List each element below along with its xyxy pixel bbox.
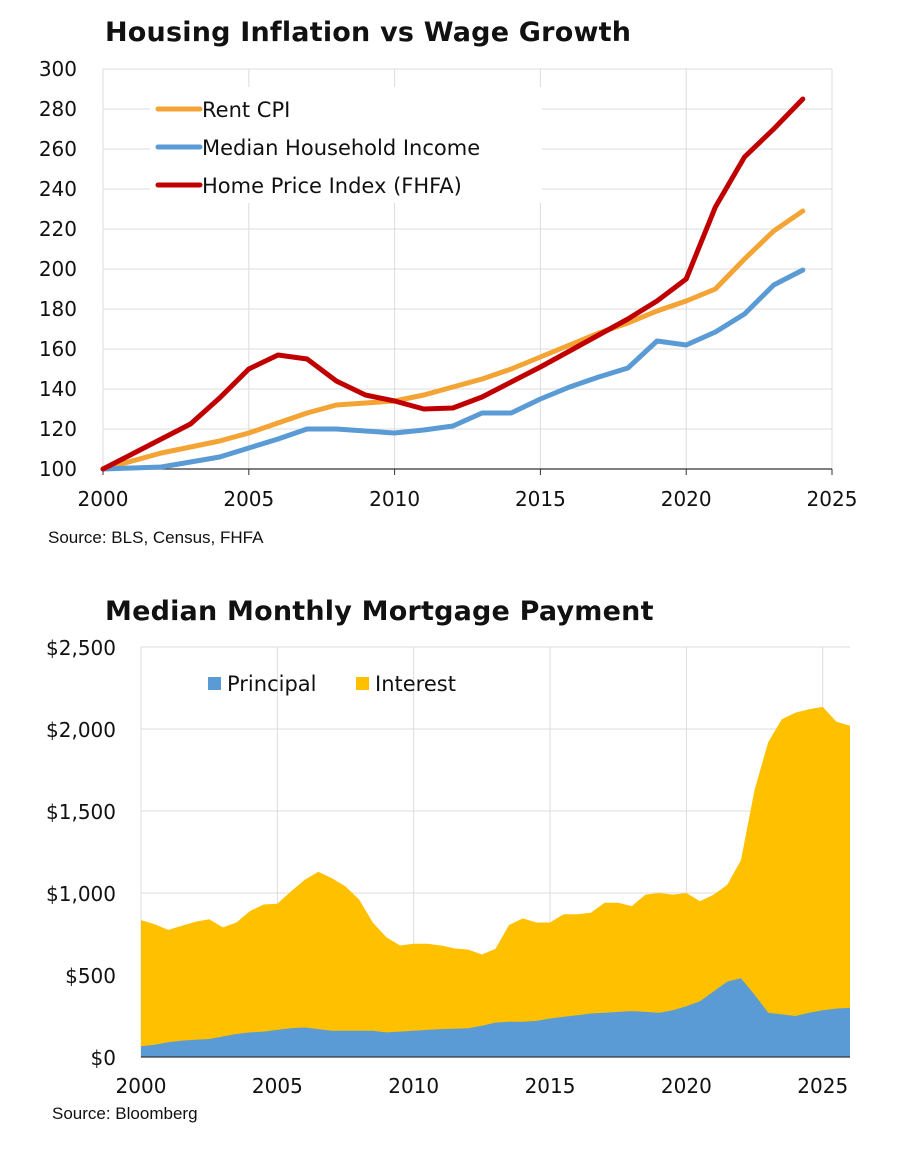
chart1-y-tick-label: 100 [39, 457, 77, 481]
chart2-tick-labels: $0 $500 $1,000 $1,500 $2,000 $2,500 2000 2005 20… [46, 636, 848, 1098]
chart1-x-tick-label: 2015 [515, 487, 566, 511]
chart2-x-tick-label: 2025 [797, 1074, 848, 1098]
chart2-x-tick-label: 2015 [525, 1074, 576, 1098]
chart1-y-tick-label: 240 [39, 177, 77, 201]
legend-label-median-household-income: Median Household Income [202, 136, 480, 160]
chart1-x-tick-label: 2020 [661, 487, 712, 511]
legend-label-home-price-index-fhfa: Home Price Index (FHFA) [202, 174, 462, 198]
chart1-legend: Rent CPI Median Household Income Home Pric… [150, 87, 542, 203]
area-chart: $0 $500 $1,000 $1,500 $2,000 $2,500 2000 2005 20… [46, 636, 850, 1098]
chart2-y-tick-label: $2,500 [46, 636, 116, 660]
legend-swatch-interest [356, 677, 369, 690]
chart1-y-tick-label: 300 [39, 57, 77, 81]
chart1-x-tick-label: 2010 [369, 487, 420, 511]
chart1-y-tick-label: 260 [39, 137, 77, 161]
chart1-y-tick-label: 220 [39, 217, 77, 241]
series-area-principal [141, 978, 850, 1057]
legend-label-rent-cpi: Rent CPI [202, 98, 290, 122]
series-area-interest [141, 706, 850, 1057]
chart1-x-tick-label: 2005 [223, 487, 274, 511]
chart1-series [100, 96, 806, 472]
legend-swatch-principal [208, 677, 221, 690]
chart2-series [141, 706, 850, 1057]
chart1-y-tick-label: 160 [39, 337, 77, 361]
chart2-legend: Principal Interest [208, 672, 456, 696]
series-line-rent-cpi [100, 208, 806, 472]
chart1-y-tick-label: 200 [39, 257, 77, 281]
chart2-y-tick-label: $1,000 [46, 882, 116, 906]
chart2-y-tick-label: $1,500 [46, 800, 116, 824]
chart2-x-tick-label: 2020 [661, 1074, 712, 1098]
chart1-tick-labels: 100 120 140 160 180 200 220 240 260 280 300 2000 200… [39, 57, 858, 511]
chart1-y-tick-label: 140 [39, 377, 77, 401]
chart1-y-tick-label: 180 [39, 297, 77, 321]
chart1-legend-background [150, 87, 542, 203]
chart2-x-tick-label: 2005 [252, 1074, 303, 1098]
chart2-x-tick-label: 2010 [388, 1074, 439, 1098]
chart2-y-tick-label: $2,000 [46, 718, 116, 742]
chart1-y-tick-label: 120 [39, 417, 77, 441]
legend-label-principal: Principal [227, 672, 317, 696]
series-line-home-price-index-fhfa [100, 96, 806, 472]
chart2-x-tick-label: 2000 [116, 1074, 167, 1098]
chart1-x-tick-label: 2000 [78, 487, 129, 511]
chart1-x-tick-label: 2025 [807, 487, 858, 511]
chart2-title: Median Monthly Mortgage Payment [105, 596, 654, 627]
chart2-y-tick-label: $0 [91, 1046, 116, 1070]
chart2-y-tick-label: $500 [65, 964, 116, 988]
chart1-source-note: Source: BLS, Census, FHFA [48, 528, 264, 547]
series-line-median-household-income [100, 267, 806, 472]
chart1-y-tick-label: 280 [39, 97, 77, 121]
legend-label-interest: Interest [375, 672, 456, 696]
line-chart: 100 120 140 160 180 200 220 240 260 280 300 2000 200… [39, 57, 858, 511]
chart1-title: Housing Inflation vs Wage Growth [105, 17, 632, 48]
chart2-source-note: Source: Bloomberg [52, 1104, 198, 1123]
